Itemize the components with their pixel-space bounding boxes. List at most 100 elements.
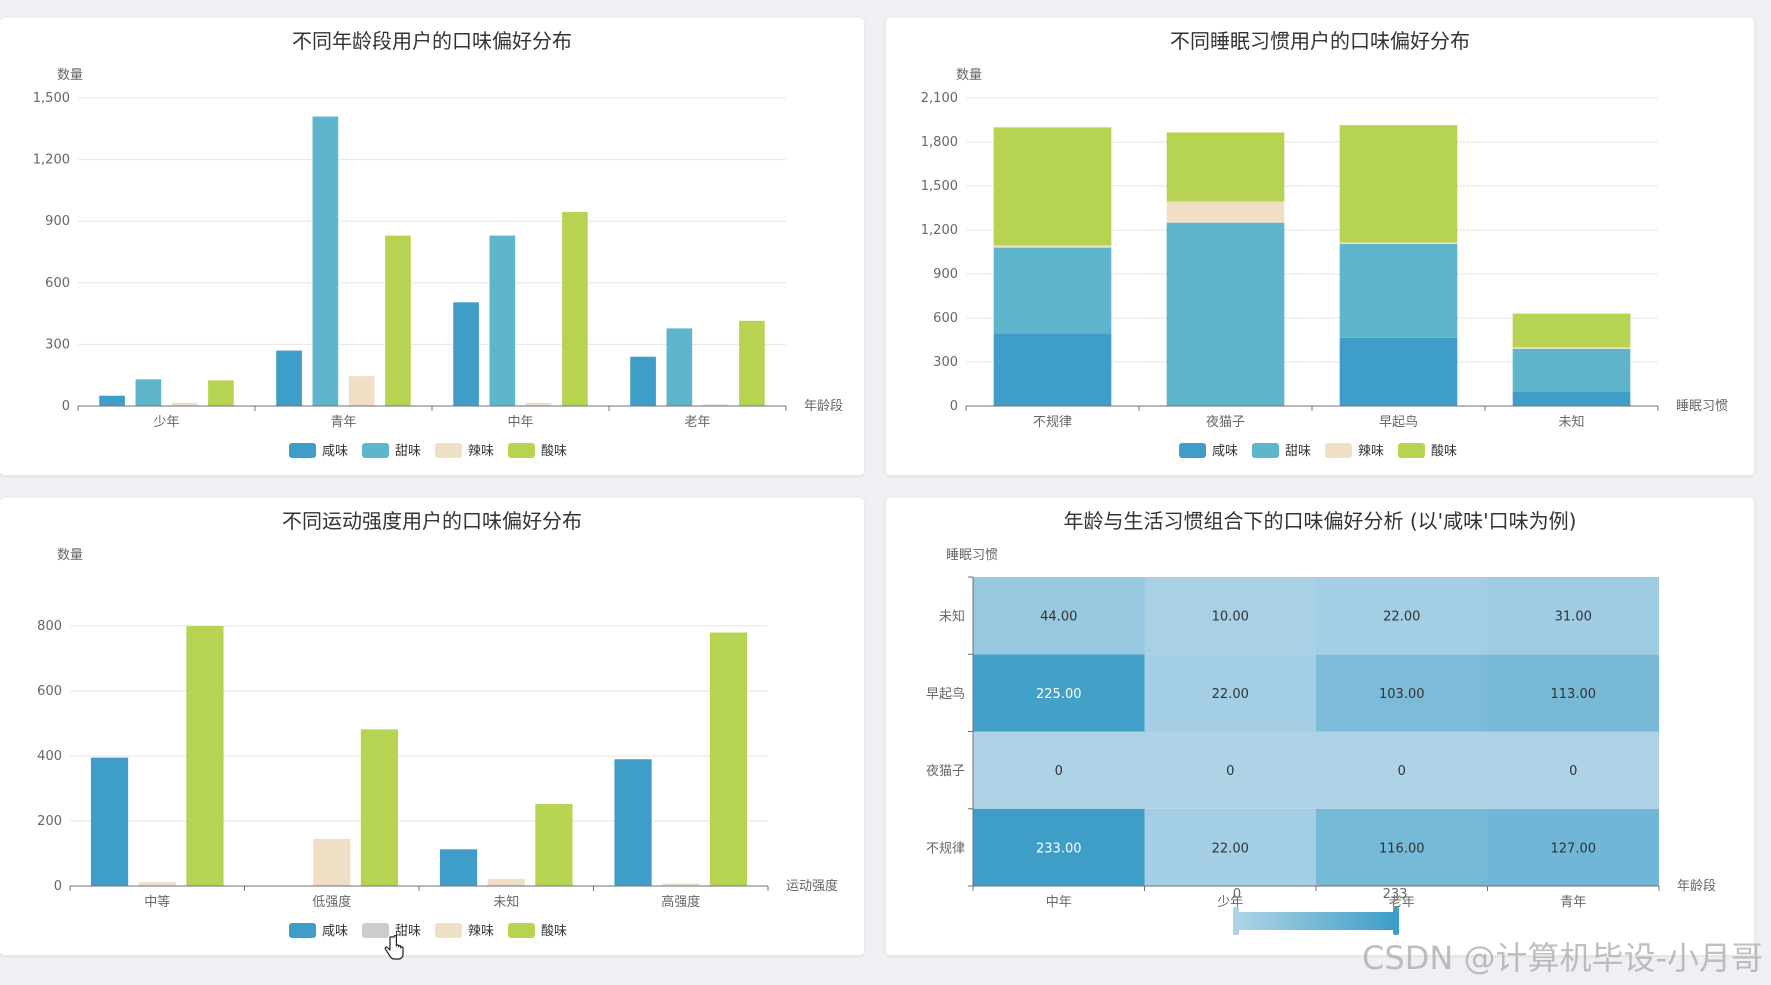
bar[interactable] <box>702 404 729 406</box>
bar[interactable] <box>1166 222 1285 406</box>
heatmap-cell-label: 233.00 <box>1036 841 1082 856</box>
heatmap-cell[interactable] <box>1487 731 1660 809</box>
bar[interactable] <box>1512 348 1631 392</box>
heatmap-cell[interactable] <box>973 731 1145 809</box>
bar[interactable] <box>1512 313 1631 348</box>
bar[interactable] <box>562 211 588 406</box>
bar[interactable] <box>993 245 1112 248</box>
legend-swatch[interactable] <box>435 443 462 458</box>
heatmap-cell[interactable] <box>1487 654 1660 732</box>
bar[interactable] <box>439 849 478 886</box>
bar[interactable] <box>489 235 516 406</box>
legend-swatch[interactable] <box>1179 443 1206 458</box>
chart-title: 不同运动强度用户的口味偏好分布 <box>282 509 582 533</box>
heatmap-cell-label: 127.00 <box>1551 841 1597 856</box>
y-tick-label: 600 <box>933 311 958 326</box>
heatmap-cell[interactable] <box>1144 731 1317 809</box>
legend-label[interactable]: 酸味 <box>1431 444 1457 459</box>
heatmap-cell[interactable] <box>1487 808 1660 886</box>
heatmap-cell[interactable] <box>1316 808 1488 886</box>
bar[interactable] <box>1339 242 1458 244</box>
legend-label[interactable]: 咸味 <box>322 444 348 459</box>
heatmap-cell[interactable] <box>1144 577 1317 655</box>
legend-label[interactable]: 咸味 <box>1212 444 1238 459</box>
y-tick-label: 600 <box>45 276 70 291</box>
bar[interactable] <box>312 116 339 406</box>
heatmap-cell-label: 0 <box>1569 764 1577 779</box>
heatmap-cell[interactable] <box>973 654 1145 732</box>
bar[interactable] <box>138 882 176 886</box>
bar[interactable] <box>1512 347 1631 349</box>
legend-label[interactable]: 酸味 <box>541 924 567 939</box>
y-tick-label: 0 <box>54 879 62 894</box>
visualmap-handle-min[interactable] <box>1233 907 1239 935</box>
visualmap-handle-max[interactable] <box>1393 907 1399 935</box>
bar[interactable] <box>993 127 1112 246</box>
legend-swatch[interactable] <box>435 923 462 938</box>
bar[interactable] <box>525 402 552 406</box>
x-tick-label: 青年 <box>330 415 356 430</box>
legend-label[interactable]: 辣味 <box>468 444 494 459</box>
bar[interactable] <box>535 804 573 886</box>
legend-label[interactable]: 辣味 <box>468 924 494 939</box>
bar[interactable] <box>1166 132 1285 202</box>
heatmap-cell[interactable] <box>1144 808 1317 886</box>
y-tick-label: 1,500 <box>33 91 70 106</box>
bar[interactable] <box>313 838 351 886</box>
bar[interactable] <box>135 379 162 406</box>
bar[interactable] <box>385 235 411 406</box>
bar[interactable] <box>709 632 748 887</box>
legend-label[interactable]: 酸味 <box>541 444 567 459</box>
bar[interactable] <box>90 757 129 886</box>
bar[interactable] <box>186 626 224 886</box>
y-tick-label: 900 <box>45 214 70 229</box>
bar[interactable] <box>360 729 399 886</box>
heatmap-cell-label: 44.00 <box>1040 610 1077 625</box>
legend-label[interactable]: 咸味 <box>322 924 348 939</box>
bar[interactable] <box>99 395 125 406</box>
x-tick-label: 高强度 <box>661 894 700 910</box>
heatmap-cell[interactable] <box>1144 654 1317 732</box>
legend-label[interactable]: 甜味 <box>395 443 421 459</box>
legend-swatch[interactable] <box>362 443 389 458</box>
chart-panel-heatmap: 年龄与生活习惯组合下的口味偏好分析 (以'咸味'口味为例) 睡眠习惯 年龄段 0… <box>886 498 1754 955</box>
bar[interactable] <box>1339 337 1458 406</box>
bar[interactable] <box>666 328 693 406</box>
legend-swatch[interactable] <box>289 443 316 458</box>
bar[interactable] <box>171 402 198 406</box>
legend-swatch[interactable] <box>1325 443 1352 458</box>
bar[interactable] <box>993 247 1112 334</box>
bar[interactable] <box>993 333 1112 406</box>
heatmap-cell[interactable] <box>1316 577 1488 655</box>
x-tick-label: 低强度 <box>312 894 351 910</box>
heatmap-cell[interactable] <box>1316 654 1488 732</box>
legend-swatch[interactable] <box>289 923 316 938</box>
legend-swatch[interactable] <box>508 443 535 458</box>
heatmap-cell[interactable] <box>1316 731 1488 809</box>
y-tick-label: 300 <box>933 355 958 370</box>
legend-swatch[interactable] <box>508 923 535 938</box>
bar[interactable] <box>739 320 765 406</box>
heatmap-cell[interactable] <box>973 577 1145 655</box>
bar[interactable] <box>453 302 479 406</box>
visualmap-bar[interactable] <box>1237 912 1395 930</box>
legend-swatch[interactable] <box>1398 443 1425 458</box>
bar[interactable] <box>487 878 525 886</box>
bar[interactable] <box>1166 201 1285 223</box>
legend-label[interactable]: 辣味 <box>1358 444 1384 459</box>
bar[interactable] <box>1512 391 1631 406</box>
legend-label[interactable]: 甜味 <box>395 923 421 939</box>
bar[interactable] <box>208 380 234 406</box>
bar[interactable] <box>1339 125 1458 243</box>
legend-swatch[interactable] <box>1252 443 1279 458</box>
bar[interactable] <box>614 759 652 886</box>
heatmap-cell[interactable] <box>973 808 1145 886</box>
legend-label[interactable]: 甜味 <box>1285 443 1311 459</box>
legend-swatch[interactable] <box>362 923 389 938</box>
bar[interactable] <box>662 883 700 886</box>
bar[interactable] <box>276 350 302 406</box>
bar[interactable] <box>348 376 375 406</box>
bar[interactable] <box>1339 243 1458 338</box>
heatmap-cell[interactable] <box>1487 577 1660 655</box>
bar[interactable] <box>630 356 656 406</box>
